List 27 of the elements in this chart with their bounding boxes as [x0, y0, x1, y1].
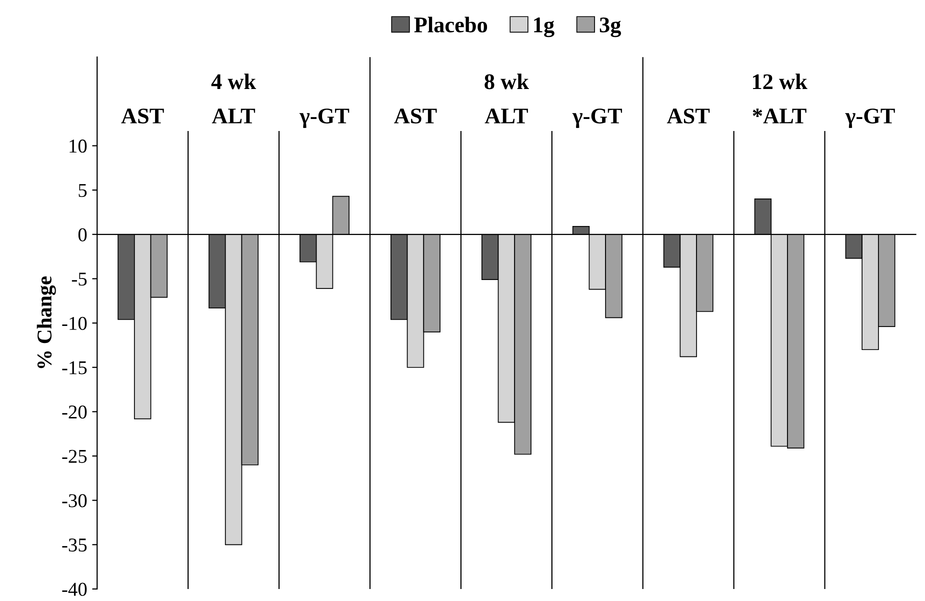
x-tick-label: *ALT	[752, 108, 806, 124]
annotation: 8 wk	[484, 74, 529, 90]
y-tick-label: -40	[62, 582, 87, 596]
x-tick-label: ALT	[212, 108, 256, 124]
y-axis-title: % Change	[36, 276, 56, 368]
legend-label: 3g	[600, 17, 622, 38]
x-tick-label: γ-GT	[845, 108, 895, 128]
x-tick-label: AST	[121, 108, 164, 124]
y-tick-label: -20	[62, 406, 87, 419]
x-tick-label: ALT	[484, 108, 528, 124]
annotation: 4 wk	[211, 74, 256, 90]
x-tick-label: AST	[394, 108, 437, 124]
y-tick-label: 5	[78, 184, 87, 198]
y-tick-label: 10	[70, 140, 87, 153]
legend-label: Placebo	[414, 16, 488, 32]
y-tick-label: 0	[78, 228, 87, 242]
x-tick-label: AST	[666, 108, 710, 124]
y-tick-label: -30	[62, 494, 87, 508]
y-tick-label: -15	[62, 361, 87, 374]
y-tick-label: -10	[62, 316, 87, 330]
y-tick-label: -5	[72, 272, 87, 286]
y-tick-label: -25	[62, 450, 87, 463]
legend-label: 1g	[534, 18, 554, 38]
y-tick-label: -35	[62, 538, 87, 552]
x-tick-label: γ-GT	[299, 108, 350, 128]
annotation: 12 wk	[753, 74, 808, 90]
x-tick-label: γ-GT	[572, 108, 622, 128]
